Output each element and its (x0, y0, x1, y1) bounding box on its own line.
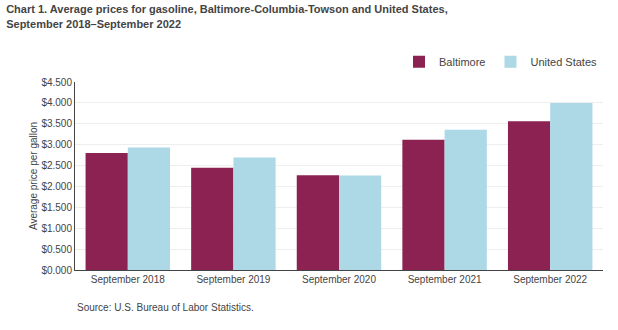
svg-text:$1.000: $1.000 (41, 223, 72, 234)
svg-text:September 2020: September 2020 (302, 274, 376, 285)
svg-text:$0.000: $0.000 (41, 265, 72, 276)
svg-text:Chart 1. Average prices for ga: Chart 1. Average prices for gasoline, Ba… (6, 3, 448, 29)
svg-text:September 2019: September 2019 (196, 274, 270, 285)
svg-text:September 2018: September 2018 (91, 274, 165, 285)
svg-text:Baltimore: Baltimore (439, 56, 485, 68)
svg-text:$4.500: $4.500 (41, 77, 72, 88)
svg-text:September 2022: September 2022 (513, 274, 587, 285)
svg-text:Average price per gallon: Average price per gallon (28, 122, 39, 230)
svg-text:$2.500: $2.500 (41, 160, 72, 171)
svg-text:$3.500: $3.500 (41, 118, 72, 129)
svg-text:$2.000: $2.000 (41, 181, 72, 192)
svg-text:Source: U.S. Bureau of Labor S: Source: U.S. Bureau of Labor Statistics. (77, 302, 254, 313)
svg-text:$1.500: $1.500 (41, 202, 72, 213)
svg-text:$3.000: $3.000 (41, 139, 72, 150)
svg-text:$4.000: $4.000 (41, 97, 72, 108)
svg-text:United States: United States (530, 56, 597, 68)
svg-text:September 2021: September 2021 (408, 274, 482, 285)
svg-text:$0.500: $0.500 (41, 244, 72, 255)
